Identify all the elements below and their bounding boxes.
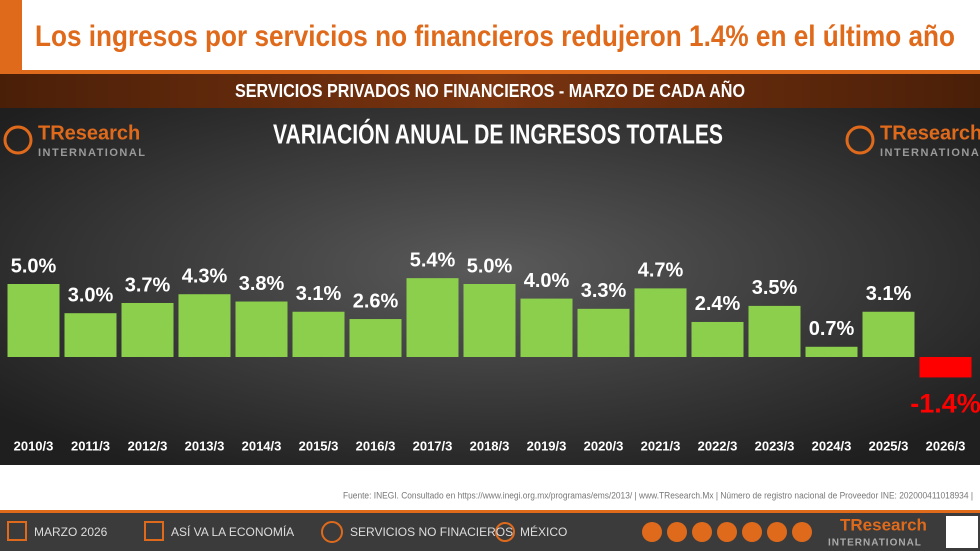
source-bg: [0, 465, 980, 510]
value-label: 5.4%: [410, 249, 456, 271]
logo-tagline: INTERNATIONAL: [38, 147, 147, 159]
value-label: 2.6%: [353, 290, 399, 312]
x-tick-label: 2013/3: [185, 438, 225, 453]
bar: [463, 284, 516, 357]
icon: [144, 521, 164, 541]
x-tick-label: 2020/3: [584, 438, 624, 453]
logo-footer: TResearch INTERNATIONAL: [828, 515, 927, 548]
icon: [642, 522, 662, 542]
bar: [292, 311, 345, 357]
value-label: 5.0%: [11, 255, 57, 277]
logo-tagline: INTERNATIONAL: [880, 147, 980, 159]
bar: [748, 305, 801, 357]
value-label: 3.1%: [866, 283, 912, 305]
footer-rule: [0, 510, 980, 513]
icon: [717, 522, 737, 542]
icon: [7, 521, 27, 541]
x-tick-label: 2016/3: [356, 438, 396, 453]
footer-item: ASÍ VA LA ECONOMÍA: [171, 524, 294, 539]
logo-tagline: INTERNATIONAL: [828, 538, 922, 549]
bar: [121, 302, 174, 357]
value-label: -1.4%: [910, 389, 980, 419]
chart-title: VARIACIÓN ANUAL DE INGRESOS TOTALES: [273, 118, 723, 149]
x-tick-label: 2017/3: [413, 438, 453, 453]
header-rule: [0, 70, 980, 74]
logo-right: TResearch INTERNATIONAL: [845, 122, 980, 159]
logo-icon: [3, 125, 33, 155]
logo-name: TResearch: [38, 122, 140, 144]
bar: [178, 294, 231, 357]
icon: [767, 522, 787, 542]
icon: [792, 522, 812, 542]
bar: [919, 357, 972, 378]
footer-item: MARZO 2026: [34, 525, 108, 539]
x-tick-label: 2012/3: [128, 438, 168, 453]
bar: [349, 319, 402, 357]
footer-item: MÉXICO: [520, 524, 567, 539]
x-tick-label: 2015/3: [299, 438, 339, 453]
x-tick-label: 2025/3: [869, 438, 909, 453]
logo-icon: [845, 125, 875, 155]
bar: [235, 301, 288, 357]
bar: [577, 308, 630, 357]
value-label: 4.0%: [524, 270, 570, 292]
value-label: 5.0%: [467, 255, 513, 277]
x-tick-label: 2014/3: [242, 438, 282, 453]
bar: [406, 278, 459, 357]
header-bg: [0, 0, 980, 70]
icon: [495, 522, 515, 542]
page-title: Los ingresos por servicios no financiero…: [35, 20, 955, 53]
value-label: 3.1%: [296, 283, 342, 305]
icon: [692, 522, 712, 542]
chart-subtitle: SERVICIOS PRIVADOS NO FINANCIEROS - MARZ…: [235, 80, 745, 101]
footer-icons: [7, 516, 978, 548]
bar: [7, 284, 60, 357]
qr-code: [946, 516, 978, 548]
value-label: 3.8%: [239, 273, 285, 295]
value-label: 3.0%: [68, 284, 114, 306]
logo-name: TResearch: [840, 515, 927, 534]
value-label: 3.3%: [581, 280, 627, 302]
value-label: 3.5%: [752, 277, 798, 299]
x-tick-label: 2026/3: [926, 438, 966, 453]
icon: [667, 522, 687, 542]
bar: [691, 321, 744, 357]
subtitle-band: [0, 74, 980, 108]
bar: [862, 311, 915, 357]
value-label: 0.7%: [809, 318, 855, 340]
x-tick-label: 2011/3: [71, 438, 110, 453]
bar: [634, 288, 687, 357]
x-tick-label: 2018/3: [470, 438, 510, 453]
icon: [321, 521, 343, 543]
value-label: 4.7%: [638, 260, 684, 282]
x-tick-label: 2019/3: [527, 438, 567, 453]
logo-name: TResearch: [880, 122, 980, 144]
value-label: 2.4%: [695, 293, 741, 315]
footer-item: SERVICIOS NO FINACIEROS: [350, 525, 513, 539]
value-label: 4.3%: [182, 266, 228, 288]
logo-left: TResearch INTERNATIONAL: [3, 122, 147, 159]
value-label: 3.7%: [125, 274, 171, 296]
bar: [520, 298, 573, 357]
x-tick-label: 2010/3: [14, 438, 54, 453]
source-note: Fuente: INEGI. Consultado en https://www…: [343, 490, 973, 500]
x-tick-label: 2023/3: [755, 438, 795, 453]
header-accent: [0, 0, 22, 70]
bar: [805, 346, 858, 357]
x-tick-label: 2022/3: [698, 438, 738, 453]
x-tick-label: 2024/3: [812, 438, 852, 453]
icon: [742, 522, 762, 542]
x-tick-label: 2021/3: [641, 438, 681, 453]
bar: [64, 313, 117, 357]
